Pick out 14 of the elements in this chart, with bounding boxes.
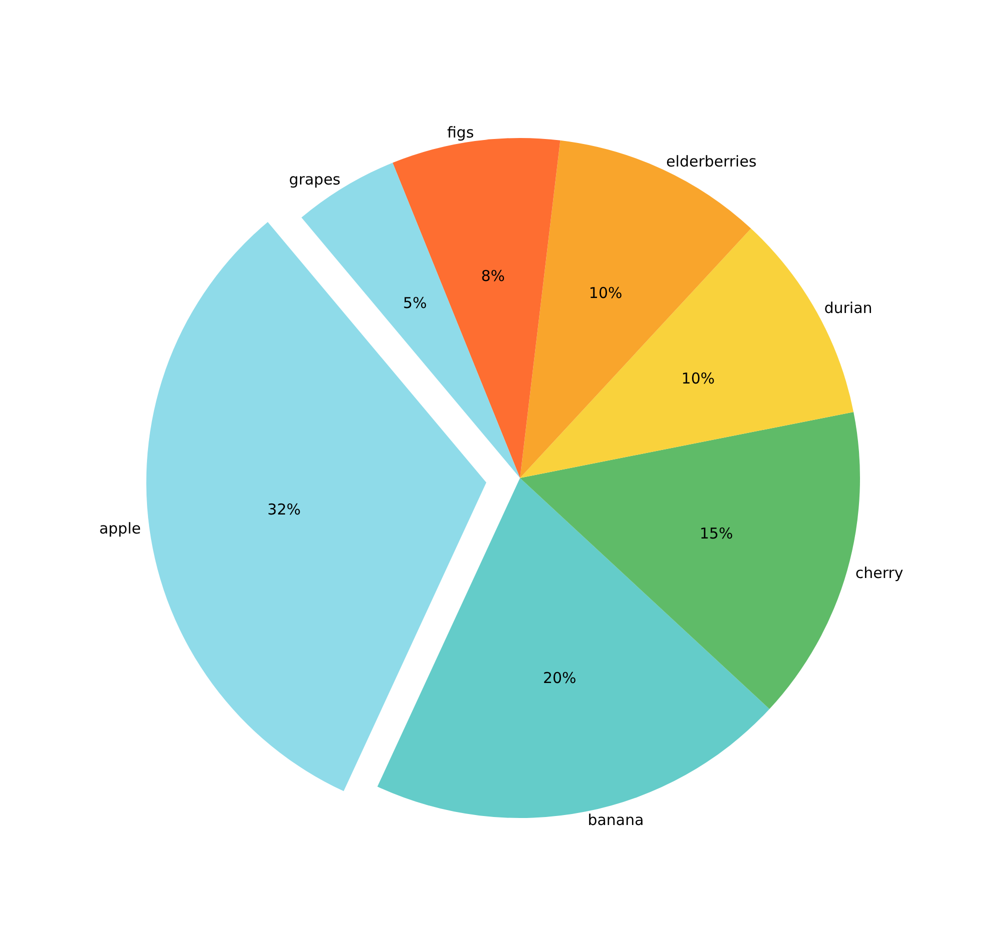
data-label: 32% <box>267 500 301 518</box>
slice-label: cherry <box>855 564 904 582</box>
data-label: 15% <box>700 524 733 543</box>
slice-label: banana <box>588 810 644 829</box>
slice-label: durian <box>824 298 872 317</box>
slice-label: grapes <box>289 170 341 188</box>
slice-label: apple <box>99 520 141 538</box>
slice-label: elderberries <box>666 152 757 171</box>
data-label: 20% <box>542 669 576 688</box>
slice-label: figs <box>447 124 474 142</box>
data-label: 8% <box>481 266 505 285</box>
data-label: 5% <box>403 294 427 312</box>
data-label: 10% <box>681 369 715 388</box>
data-label: 10% <box>588 284 622 302</box>
